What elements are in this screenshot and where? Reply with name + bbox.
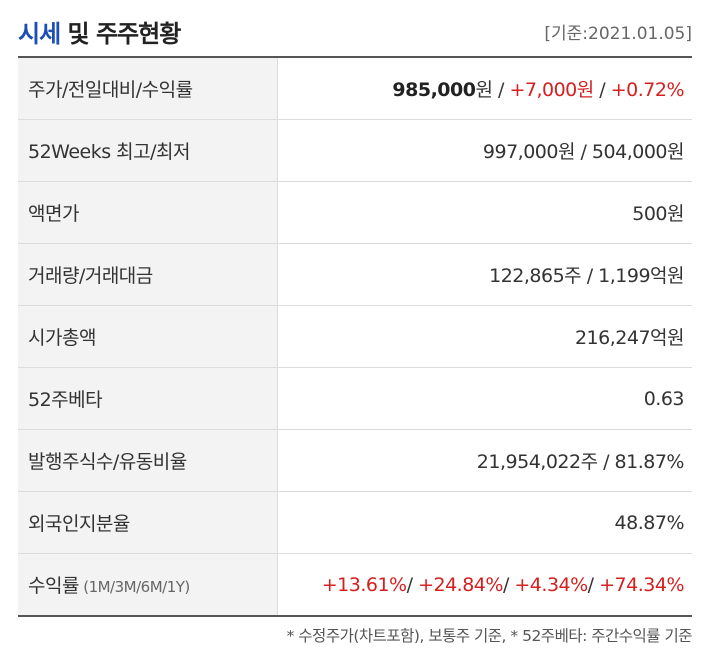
row-value: 48.87% — [277, 491, 692, 554]
row-label: 수익률 (1M/3M/6M/1Y) — [18, 553, 278, 616]
row-value: 0.63 — [277, 367, 692, 430]
table-row-volume: 거래량/거래대금 122,865주 / 1,199억원 — [18, 243, 692, 306]
return-6m: +4.34% — [514, 573, 588, 596]
row-label: 발행주식수/유동비율 — [18, 429, 278, 492]
section-title: 시세 및 주주현황 — [18, 14, 182, 49]
footnote: * 수정주가(차트포함), 보통주 기준, * 52주베타: 주간수익률 기준 — [286, 627, 693, 645]
row-value: 122,865주 / 1,199억원 — [277, 243, 692, 306]
row-value: 216,247억원 — [277, 305, 692, 368]
returns-value: +13.61%/ +24.84%/ +4.34%/ +74.34% — [278, 554, 693, 617]
row-value: 21,954,022주 / 81.87% — [277, 429, 692, 492]
returns-label: 수익률 — [28, 575, 79, 597]
separator: / — [406, 573, 419, 596]
row-label: 액면가 — [18, 181, 278, 244]
reference-date: [기준:2021.01.05] — [544, 24, 692, 44]
separator: / — [502, 573, 515, 596]
table-row-52weeks: 52Weeks 최고/최저 997,000원 / 504,000원 — [18, 119, 692, 182]
price-unit: 원 — [475, 79, 493, 101]
row-value: 500원 — [277, 181, 692, 244]
title-accent: 시세 — [18, 20, 61, 48]
table-row-market-cap: 시가총액 216,247억원 — [18, 305, 692, 368]
title-rest: 및 주주현황 — [60, 20, 182, 48]
table-row-returns: 수익률 (1M/3M/6M/1Y) +13.61%/ +24.84%/ +4.3… — [18, 553, 693, 617]
returns-label-periods: (1M/3M/6M/1Y) — [78, 578, 190, 596]
table-row-shares: 발행주식수/유동비율 21,954,022주 / 81.87% — [18, 429, 692, 492]
row-label: 52주베타 — [18, 367, 278, 430]
row-label: 시가총액 — [18, 305, 278, 368]
price-change-rate: +0.72% — [610, 79, 685, 101]
return-3m: +24.84% — [418, 573, 503, 596]
current-price: 985,000 — [392, 79, 476, 101]
return-1y: +74.34% — [599, 573, 684, 596]
section-header: 시세 및 주주현황 [기준:2021.01.05] — [18, 10, 692, 50]
row-label: 거래량/거래대금 — [18, 243, 278, 306]
stock-info-table: 주가/전일대비/수익률 985,000원 / +7,000원 / +0.72% … — [18, 56, 692, 617]
row-label: 52Weeks 최고/최저 — [18, 119, 278, 182]
separator: / — [593, 79, 611, 101]
row-value: 997,000원 / 504,000원 — [277, 119, 692, 182]
price-change: +7,000원 — [509, 79, 594, 101]
table-row-price: 주가/전일대비/수익률 985,000원 / +7,000원 / +0.72% — [18, 57, 692, 120]
table-row-par-value: 액면가 500원 — [18, 181, 692, 244]
price-value: 985,000원 / +7,000원 / +0.72% — [277, 57, 692, 120]
separator: / — [587, 573, 600, 596]
return-1m: +13.61% — [321, 573, 407, 596]
separator: / — [492, 79, 510, 101]
table-row-foreign-ownership: 외국인지분율 48.87% — [18, 491, 692, 554]
table-row-beta: 52주베타 0.63 — [18, 367, 692, 430]
row-label: 외국인지분율 — [18, 491, 278, 554]
row-label: 주가/전일대비/수익률 — [18, 57, 278, 120]
